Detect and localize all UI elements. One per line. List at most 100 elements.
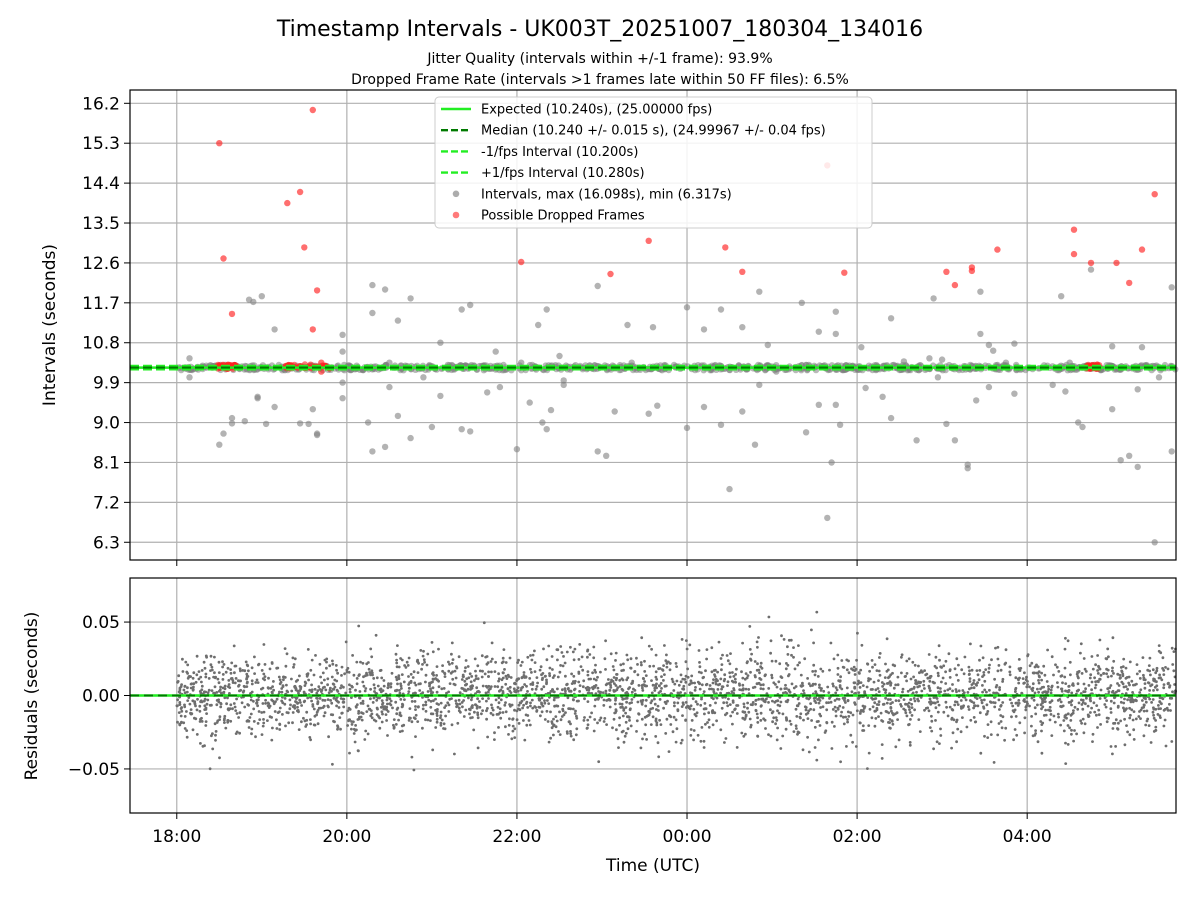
residual-point xyxy=(900,653,904,657)
dropped-frame-point xyxy=(301,244,308,251)
residual-point xyxy=(1017,658,1021,661)
residual-point xyxy=(1132,728,1136,732)
residual-point xyxy=(1037,681,1041,685)
interval-outlier-point xyxy=(1134,463,1141,471)
residual-point xyxy=(278,728,282,731)
residual-point xyxy=(917,664,920,668)
residual-point xyxy=(388,702,392,705)
residual-point xyxy=(1131,691,1134,694)
residual-point xyxy=(948,676,952,679)
residual-point xyxy=(665,665,669,669)
residual-point xyxy=(390,671,394,675)
residual-point xyxy=(446,701,450,705)
residual-point xyxy=(814,669,817,673)
residual-point xyxy=(704,722,707,726)
residual-point xyxy=(1144,723,1148,727)
residual-point xyxy=(464,708,468,712)
residual-point xyxy=(797,702,801,705)
residual-point xyxy=(599,716,603,720)
residual-point xyxy=(841,696,845,700)
residual-point xyxy=(1076,707,1080,711)
residual-point xyxy=(348,683,351,687)
residual-point xyxy=(246,664,250,668)
residual-point xyxy=(421,663,424,666)
residual-point xyxy=(957,689,961,693)
residual-point xyxy=(1152,707,1156,711)
residual-point xyxy=(429,705,433,709)
residual-point xyxy=(689,734,693,737)
residual-point xyxy=(1150,701,1153,704)
residual-point xyxy=(902,698,906,701)
residual-point xyxy=(186,672,190,675)
residual-point xyxy=(494,698,498,702)
interval-outlier-point xyxy=(603,452,610,459)
residual-point xyxy=(948,669,952,673)
residual-point xyxy=(690,719,694,722)
residual-point xyxy=(500,661,504,665)
residual-point xyxy=(659,723,663,726)
residual-point xyxy=(696,733,700,737)
residual-point xyxy=(884,696,887,700)
residual-point xyxy=(270,661,274,664)
interval-outlier-point xyxy=(990,347,997,354)
residual-point xyxy=(1085,696,1088,700)
residual-point xyxy=(453,669,457,673)
residual-point xyxy=(379,690,383,694)
residual-point xyxy=(611,665,615,668)
residual-point xyxy=(384,713,388,716)
residual-point xyxy=(181,670,185,673)
residual-point xyxy=(1088,676,1092,680)
legend-label: Median (10.240 +/- 0.015 s), (24.99967 +… xyxy=(481,124,826,139)
residual-point xyxy=(612,668,616,672)
residual-point xyxy=(919,680,923,684)
residual-point xyxy=(260,669,264,672)
residual-point xyxy=(223,717,226,720)
residual-point xyxy=(1099,673,1103,677)
residual-point xyxy=(650,691,654,695)
residual-point xyxy=(1008,665,1012,669)
residual-point xyxy=(421,654,425,658)
residual-point xyxy=(615,688,619,692)
residual-point xyxy=(189,712,193,716)
residual-point xyxy=(618,685,622,688)
residual-point xyxy=(694,714,698,718)
interval-outlier-point xyxy=(216,441,223,448)
residual-point xyxy=(1063,714,1067,718)
residual-point xyxy=(362,684,366,688)
residual-point xyxy=(346,709,350,713)
residual-point xyxy=(1028,704,1031,708)
residual-point xyxy=(579,665,583,668)
residual-point xyxy=(731,722,734,726)
residual-point xyxy=(955,690,958,694)
residual-point xyxy=(1126,698,1129,702)
residual-point xyxy=(581,685,585,689)
residual-point xyxy=(510,703,514,707)
residual-point xyxy=(181,657,184,661)
residual-point xyxy=(643,732,647,736)
residual-point xyxy=(515,718,519,722)
residual-point xyxy=(1033,733,1037,737)
residual-point xyxy=(722,679,726,683)
residual-point xyxy=(960,668,964,672)
residual-point xyxy=(679,680,683,684)
residual-point xyxy=(501,711,505,714)
residual-point xyxy=(517,722,521,725)
residual-point xyxy=(624,720,628,724)
residual-point xyxy=(414,735,417,738)
residual-point xyxy=(587,688,591,692)
residual-point xyxy=(897,738,901,742)
residual-point xyxy=(1069,713,1073,717)
residual-point xyxy=(754,702,757,706)
residuals-panel: 0.050.00−0.05 18:00 20:00 22:00 00:00 02:00 0… xyxy=(22,577,1177,847)
residual-point xyxy=(282,678,285,682)
residual-point xyxy=(316,689,320,693)
interval-outlier-point xyxy=(305,420,312,428)
residual-point xyxy=(614,651,618,655)
residual-point xyxy=(331,713,335,717)
residual-point xyxy=(535,685,539,688)
residual-point xyxy=(252,707,256,711)
residual-point xyxy=(517,703,521,707)
residual-point xyxy=(497,672,500,676)
residual-point xyxy=(399,684,403,688)
residual-point xyxy=(877,715,880,718)
